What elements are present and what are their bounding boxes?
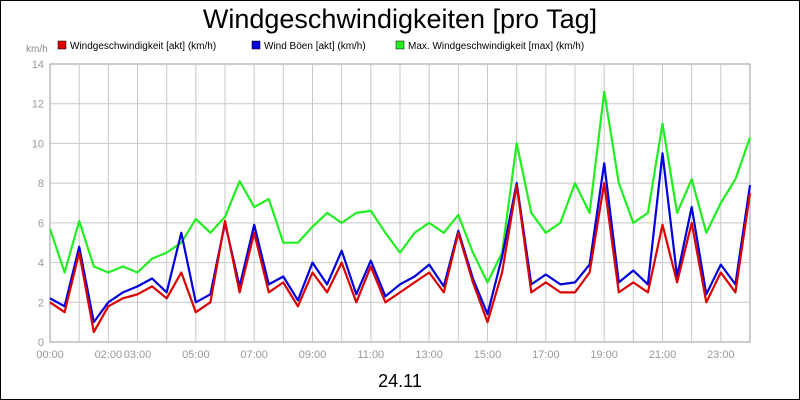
x-tick-label: 07:00 — [240, 349, 268, 361]
y-tick-label: 10 — [32, 138, 44, 150]
x-tick-label: 17:00 — [532, 349, 560, 361]
date-label: 24.11 — [378, 371, 422, 391]
series-line-0 — [49, 182, 752, 334]
x-tick-label: 23:00 — [707, 349, 735, 361]
legend-swatch — [395, 40, 405, 50]
legend: Windgeschwindigkeit [akt] (km/h) Wind Böe… — [57, 40, 584, 52]
chart-title: Windgeschwindigkeiten [pro Tag] — [203, 4, 597, 34]
legend-swatch — [57, 40, 67, 50]
y-tick-label: 0 — [38, 337, 44, 349]
x-tick-label: 02:00 — [95, 349, 123, 361]
grid-lines — [50, 64, 750, 342]
y-tick-label: 12 — [32, 99, 44, 111]
y-tick-label: 14 — [32, 59, 44, 71]
y-axis-unit-label: km/h — [26, 44, 48, 55]
legend-entry: Max. Windgeschwindigkeit [max] (km/h) — [408, 41, 584, 52]
legend-entry: Wind Böen [akt] (km/h) — [264, 41, 366, 52]
series-line-2 — [48, 90, 752, 284]
y-tick-label: 8 — [38, 178, 44, 190]
x-axis-ticks: 00:00 02:00 03:00 05:00 07:00 09:00 11:00 13:00… — [36, 349, 734, 361]
x-tick-label: 05:00 — [182, 349, 210, 361]
y-axis-ticks: 0 2 4 6 8 10 12 14 — [32, 59, 44, 349]
x-tick-label: 21:00 — [649, 349, 677, 361]
x-tick-label: 00:00 — [36, 349, 64, 361]
legend-entry: Windgeschwindigkeit [akt] (km/h) — [70, 41, 216, 52]
x-tick-label: 09:00 — [299, 349, 327, 361]
x-tick-label: 19:00 — [590, 349, 618, 361]
x-tick-label: 13:00 — [415, 349, 443, 361]
legend-swatch — [251, 40, 261, 50]
y-tick-label: 6 — [38, 218, 44, 230]
series-line-1 — [49, 152, 752, 324]
x-tick-label: 15:00 — [474, 349, 502, 361]
x-tick-label: 03:00 — [124, 349, 152, 361]
y-tick-label: 2 — [38, 297, 44, 309]
y-tick-label: 4 — [38, 258, 44, 270]
series-lines — [48, 90, 752, 334]
x-tick-label: 11:00 — [357, 349, 384, 361]
